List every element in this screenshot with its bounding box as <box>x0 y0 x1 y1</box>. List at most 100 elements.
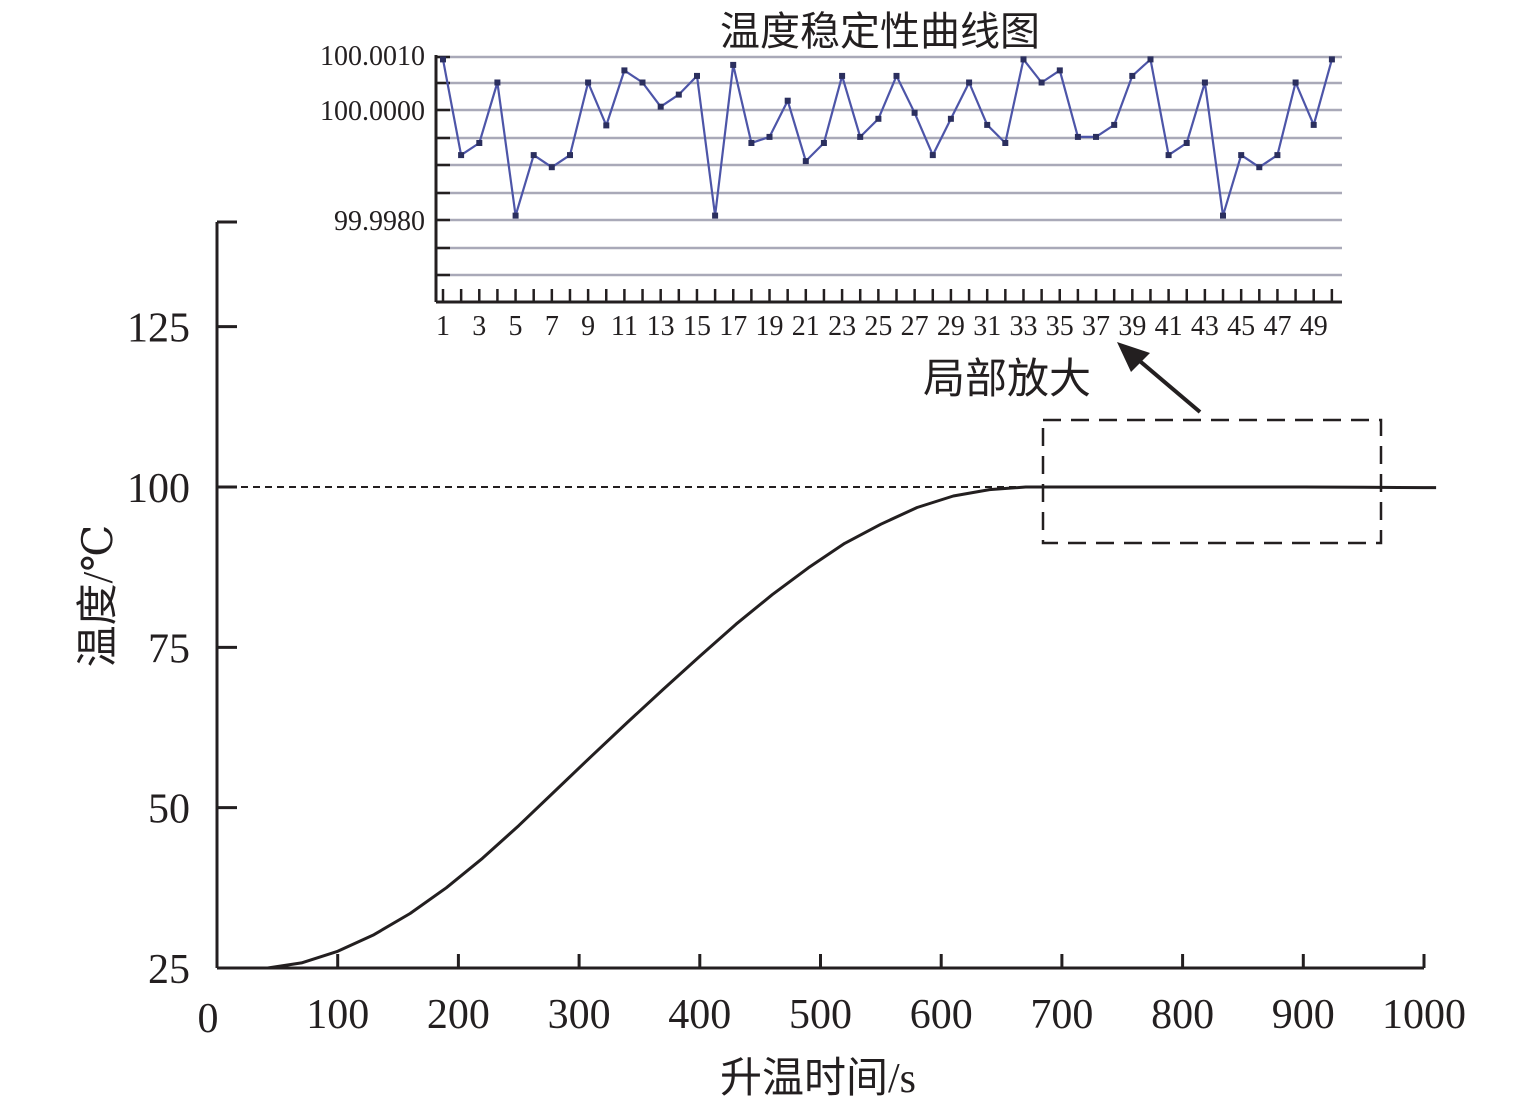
stability-point <box>966 79 973 86</box>
stability-point <box>1328 56 1335 63</box>
main-y-tick-label: 125 <box>127 306 190 352</box>
stability-point <box>911 109 918 116</box>
inset-y-tick-label: 100.0000 <box>320 96 425 127</box>
stability-point <box>494 79 501 86</box>
main-x-tick-label: 1000 <box>1382 992 1466 1038</box>
main-x-tick-label: 100 <box>306 992 369 1038</box>
inset-x-tick-label: 41 <box>1155 311 1183 342</box>
stability-point <box>875 115 882 122</box>
main-series <box>217 485 1437 970</box>
stability-point <box>1129 72 1136 79</box>
stability-point <box>657 103 664 110</box>
stability-point <box>730 61 737 68</box>
stability-point <box>712 212 719 219</box>
heating-curve-line <box>267 485 1437 970</box>
stability-point <box>748 140 755 146</box>
stability-point <box>893 72 900 79</box>
inset-x-tick-label: 31 <box>973 311 1001 342</box>
stability-point <box>1002 140 1009 146</box>
inset-x-tick-label: 1 <box>436 311 450 342</box>
inset-x-tick-label: 21 <box>792 311 820 342</box>
stability-point <box>621 67 628 74</box>
stability-point <box>1165 152 1172 159</box>
inset-grid <box>436 55 1342 277</box>
stability-point <box>694 72 700 79</box>
main-x-tick-label: 800 <box>1151 992 1214 1038</box>
stability-point <box>1274 152 1281 159</box>
inset-x-tick-label: 5 <box>509 311 523 342</box>
stability-point <box>1183 140 1190 146</box>
stability-point <box>984 121 991 128</box>
main-x-tick-label: 200 <box>427 992 490 1038</box>
stability-point <box>675 91 682 98</box>
stability-point <box>1111 121 1118 128</box>
inset-x-tick-label: 27 <box>901 311 929 342</box>
stability-point <box>548 164 555 171</box>
inset-x-tick-label: 19 <box>756 311 784 342</box>
inset-x-tick-label: 11 <box>611 311 638 342</box>
zoom-region-box <box>1041 418 1383 545</box>
y-axis-title: 温度/℃ <box>76 525 122 668</box>
stability-point <box>1310 121 1317 128</box>
inset-x-tick-label: 45 <box>1227 311 1255 342</box>
stability-point <box>820 140 827 146</box>
main-y-tick-label: 50 <box>148 787 190 833</box>
stability-point <box>947 115 954 122</box>
inset-x-tick-label: 29 <box>937 311 965 342</box>
main-y-tick-label: 25 <box>148 947 190 993</box>
stability-point <box>458 152 465 159</box>
stability-point <box>1020 56 1027 63</box>
inset-title: 温度稳定性曲线图 <box>720 9 1040 54</box>
stability-point <box>1292 79 1299 86</box>
inset-x-tick-label: 49 <box>1300 311 1328 342</box>
inset-x-tick-label: 47 <box>1263 311 1291 342</box>
main-x-tick-label: 600 <box>910 992 973 1038</box>
inset-x-tick-label: 23 <box>828 311 856 342</box>
main-y-tick-label: 75 <box>148 626 190 672</box>
inset-x-tick-label: 3 <box>472 311 486 342</box>
zoom-annotation-label: 局部放大 <box>923 357 1091 403</box>
stability-point <box>1238 152 1245 159</box>
main-chart: 0 100 200 300 400 500 600 700 800 900 1000 25 50 75 10… <box>76 220 1466 1102</box>
stability-point <box>603 122 610 129</box>
inset-x-tick-label: 39 <box>1118 311 1146 342</box>
stability-line <box>441 58 1333 217</box>
inset-x-tick-label: 43 <box>1191 311 1219 342</box>
stability-point <box>1201 79 1208 86</box>
inset-y-tick-label: 100.0010 <box>320 41 425 72</box>
x-axis-title: 升温时间/s <box>720 1056 916 1102</box>
stability-point <box>530 152 537 159</box>
inset-x-tick-label: 17 <box>719 311 747 342</box>
stability-point <box>839 72 846 79</box>
stability-point <box>512 212 519 219</box>
inset-series <box>440 56 1335 219</box>
inset-x-tick-label: 37 <box>1082 311 1110 342</box>
main-x-tick-label: 700 <box>1030 992 1093 1038</box>
stability-point <box>1056 67 1063 74</box>
main-x-tick-label: 400 <box>668 992 731 1038</box>
stability-point <box>476 140 483 146</box>
stability-point <box>1256 164 1263 171</box>
main-x-tick-label: 0 <box>198 996 219 1042</box>
inset-x-tick-label: 13 <box>647 311 675 342</box>
inset-x-tick-label: 33 <box>1009 311 1037 342</box>
main-ticks: 0 100 200 300 400 500 600 700 800 900 1000 25 50 75 10… <box>127 306 1466 1042</box>
stability-point <box>639 79 646 86</box>
inset-x-tick-label: 9 <box>581 311 595 342</box>
stability-point <box>1147 56 1154 63</box>
stability-point <box>1074 133 1081 140</box>
inset-x-tick-label: 15 <box>683 311 711 342</box>
inset-y-tick-label: 99.9980 <box>334 206 425 237</box>
stability-point <box>802 158 809 165</box>
inset-x-tick-label: 7 <box>545 311 559 342</box>
stability-point <box>585 79 592 86</box>
stability-point <box>1093 133 1099 140</box>
stability-point <box>567 152 573 159</box>
stability-point <box>766 133 773 140</box>
inset-x-tick-label: 25 <box>864 311 892 342</box>
inset-x-tick-label: 35 <box>1046 311 1074 342</box>
main-x-tick-label: 500 <box>789 992 852 1038</box>
